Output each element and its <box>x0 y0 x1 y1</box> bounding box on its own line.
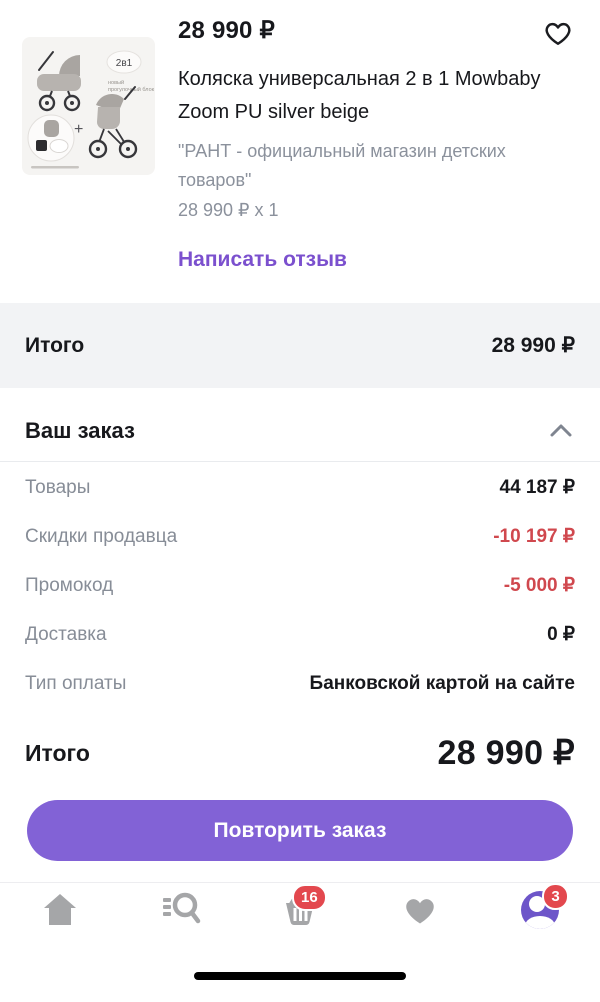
summary-row-items: Товары 44 187 ₽ <box>0 463 600 512</box>
profile-badge: 3 <box>542 883 569 910</box>
row-value: Банковской картой на сайте <box>309 672 575 694</box>
order-summary-title: Ваш заказ <box>25 418 135 443</box>
seller-name[interactable]: "РАНТ - официальный магазин детских това… <box>178 141 506 190</box>
total-label: Итого <box>25 739 90 766</box>
row-label: Тип оплаты <box>25 672 127 694</box>
section-divider <box>0 461 600 462</box>
order-summary-rows: Товары 44 187 ₽ Скидки продавца -10 197 … <box>0 463 600 708</box>
subtotal-label: Итого <box>25 333 85 357</box>
home-indicator[interactable] <box>194 972 406 980</box>
row-label: Доставка <box>25 623 107 645</box>
cart-badge: 16 <box>292 884 327 911</box>
summary-row-payment-type: Тип оплаты Банковской картой на сайте <box>0 659 600 708</box>
subtotal-band: Итого 28 990 ₽ <box>0 303 600 388</box>
summary-row-promocode: Промокод -5 000 ₽ <box>0 561 600 610</box>
tab-profile[interactable]: 3 <box>480 883 600 1002</box>
order-summary-header[interactable]: Ваш заказ <box>0 403 600 459</box>
row-value: 44 187 ₽ <box>499 477 575 498</box>
summary-row-delivery: Доставка 0 ₽ <box>0 610 600 659</box>
repeat-order-button[interactable]: Повторить заказ <box>27 800 573 861</box>
product-image[interactable]: 2в1 новый прогулочный блок + <box>22 37 155 175</box>
row-value: -5 000 ₽ <box>503 575 575 596</box>
row-label: Промокод <box>25 574 114 596</box>
product-title[interactable]: Коляска универсальная 2 в 1 Mowbaby Zoom… <box>178 68 541 123</box>
row-label: Товары <box>25 476 91 498</box>
price-quantity-line: 28 990 ₽ x 1 <box>178 200 279 220</box>
product-price: 28 990 ₽ <box>178 17 275 44</box>
row-label: Скидки продавца <box>25 525 178 547</box>
chevron-up-icon <box>550 424 572 436</box>
tab-home[interactable] <box>0 883 120 1002</box>
bottom-tab-bar: 16 3 <box>0 882 600 1002</box>
tab-catalog[interactable] <box>120 883 240 1002</box>
image-note-line2: прогулочный блок <box>108 86 155 93</box>
row-value: -10 197 ₽ <box>493 526 575 547</box>
image-badge-2in1: 2в1 <box>116 58 133 69</box>
collapse-button[interactable] <box>547 420 575 443</box>
image-plus-sign: + <box>74 121 83 138</box>
order-total-row: Итого 28 990 ₽ <box>0 722 600 784</box>
heart-outline-icon <box>545 22 571 45</box>
subtotal-value: 28 990 ₽ <box>491 334 575 357</box>
tab-favorites[interactable] <box>360 883 480 1002</box>
row-value: 0 ₽ <box>547 624 575 645</box>
catalog-search-icon <box>163 892 201 924</box>
write-review-link[interactable]: Написать отзыв <box>178 248 347 271</box>
favorite-button[interactable] <box>539 15 577 51</box>
summary-row-seller-discount: Скидки продавца -10 197 ₽ <box>0 512 600 561</box>
image-note-line1: новый <box>108 79 124 86</box>
tab-cart[interactable]: 16 <box>240 883 360 1002</box>
stroller-photo: 2в1 новый прогулочный блок + <box>22 37 155 175</box>
home-icon <box>44 894 76 925</box>
heart-filled-icon <box>406 899 434 924</box>
total-value: 28 990 ₽ <box>437 734 575 772</box>
